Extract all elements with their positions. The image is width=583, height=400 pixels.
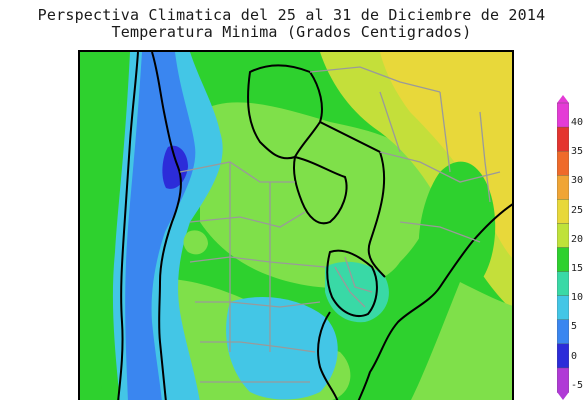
colorbar-tick-label: 5: [571, 321, 578, 333]
light-patch-center: [183, 230, 208, 255]
colorbar-bottom-cap: [557, 392, 569, 400]
andes-border: [151, 52, 182, 400]
colorbar-tick-label: 20: [571, 233, 583, 245]
colorbar-tick-label: 15: [571, 263, 583, 274]
pacific-strip: [80, 52, 120, 400]
colorbar-cell: [557, 295, 569, 321]
temperature-colorbar: [557, 95, 569, 400]
bolivia-border: [247, 64, 323, 160]
atlantic-coastline: [357, 203, 512, 400]
colorbar-cell: [557, 319, 569, 345]
colorbar-cell: [557, 247, 569, 273]
colorbar-tick-label: 40: [571, 117, 583, 128]
green-zone-southeast-brazil: [418, 161, 496, 293]
province-borders: [179, 66, 501, 383]
colorbar-tick-label: 35: [571, 146, 583, 158]
cold-patch-south: [226, 297, 338, 400]
temperature-map: [78, 50, 514, 400]
colorbar-cell: [557, 175, 569, 201]
map-canvas: [80, 52, 512, 400]
uruguay-border: [326, 249, 378, 317]
colorbar-cell: [557, 150, 569, 176]
colorbar-cell: [557, 271, 569, 297]
colorbar-tick-label: 30: [571, 175, 583, 187]
colorbar-cell: [557, 102, 569, 128]
colorbar-cell: [557, 199, 569, 225]
colorbar-cell: [557, 367, 569, 393]
colorbar-cell: [557, 223, 569, 249]
west-coastline: [117, 52, 139, 400]
map-title: Perspectiva Climatica del 25 al 31 de Di…: [37, 6, 546, 24]
colorbar-tick-label: 0: [571, 350, 578, 362]
paraguay-border: [292, 155, 348, 225]
colorbar-tick-label: -5: [571, 379, 583, 391]
brazil-border: [319, 121, 386, 278]
colorbar-tick-label: 10: [571, 292, 583, 304]
colorbar-top-cap: [557, 95, 569, 103]
map-subtitle: Temperatura Minima (Grados Centigrados): [111, 23, 472, 41]
blue-band-andes: [125, 52, 196, 400]
colorbar-cell: [557, 343, 569, 369]
colorbar-cell: [557, 126, 569, 152]
ocean-area: [410, 282, 512, 400]
hot-zone-northeast: [380, 52, 512, 258]
plata-coastline: [317, 311, 339, 400]
colorbar-tick-label: 25: [571, 204, 583, 216]
